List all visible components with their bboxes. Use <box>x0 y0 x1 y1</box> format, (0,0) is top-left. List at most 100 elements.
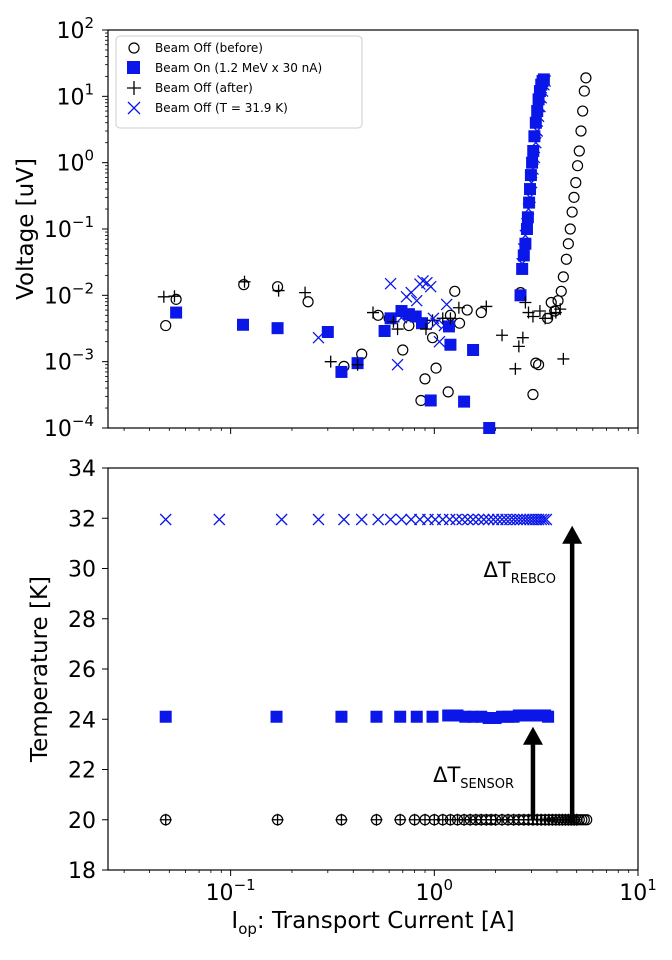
voltage-point-x <box>532 110 545 123</box>
voltage-point-circle-open <box>580 72 592 84</box>
legend-label: Beam On (1.2 MeV x 30 nA) <box>155 61 322 75</box>
temperature-point-x <box>337 513 350 526</box>
voltage-point-circle-open <box>449 285 461 297</box>
voltage-point-square-filled <box>321 326 334 339</box>
temperature-y-tick-label: 20 <box>68 809 96 834</box>
x-tick-label: 10−1 <box>206 876 256 906</box>
temperature-point-plus <box>335 813 348 826</box>
temperature-point-x <box>472 513 485 526</box>
voltage-point-square-filled <box>528 130 541 143</box>
voltage-point-plus <box>496 329 509 342</box>
voltage-y-axis-label: Voltage [uV] <box>13 158 39 300</box>
voltage-point-x <box>524 191 536 204</box>
voltage-point-circle-open <box>426 332 439 344</box>
legend-square-marker <box>127 61 140 74</box>
temperature-point-x <box>355 513 368 526</box>
temperature-point-plus <box>159 813 172 826</box>
temperature-y-tick-label: 18 <box>68 859 96 884</box>
voltage-point-square-filled <box>517 249 530 262</box>
voltage-point-plus <box>512 340 525 353</box>
x-tick-label: 100 <box>416 876 454 906</box>
temperature-point-x <box>372 513 385 526</box>
voltage-point-plus <box>519 296 532 309</box>
temperature-point-plus <box>271 813 284 826</box>
voltage-point-circle-open <box>475 306 487 319</box>
voltage-point-plus <box>452 301 465 314</box>
temperature-point-square-filled <box>394 710 407 723</box>
voltage-point-x <box>528 151 541 164</box>
temperature-point-x <box>487 513 500 526</box>
temperature-data-marks <box>159 513 593 826</box>
voltage-point-plus <box>516 331 529 344</box>
voltage-point-circle-open <box>555 285 567 297</box>
voltage-point-x <box>438 319 451 332</box>
legend-label: Beam Off (T = 31.9 K) <box>155 101 288 115</box>
voltage-point-circle-open <box>302 296 314 308</box>
delta-t-label: ΔTREBCO <box>484 558 556 587</box>
temperature-point-x <box>395 513 408 526</box>
temperature-point-x <box>312 513 325 526</box>
voltage-point-square-filled <box>170 306 183 319</box>
voltage-point-plus <box>509 362 522 375</box>
temperature-point-square-filled <box>159 710 172 723</box>
temperature-point-x <box>461 513 474 526</box>
voltage-point-square-filled <box>424 394 437 407</box>
voltage-point-square-filled <box>378 324 391 337</box>
temperature-point-x <box>521 513 533 526</box>
voltage-point-square-filled <box>516 262 529 275</box>
legend-box <box>115 35 363 129</box>
voltage-point-plus <box>367 306 379 319</box>
temperature-point-x <box>477 513 490 526</box>
voltage-point-circle-open <box>430 362 442 374</box>
voltage-point-circle-open <box>419 373 431 385</box>
temperature-point-x <box>384 513 397 526</box>
temperature-point-x <box>540 513 553 526</box>
legend: Beam Off (before) Beam On (1.2 MeV x 30 … <box>115 35 363 129</box>
voltage-y-tick-label: 100 <box>56 147 94 177</box>
voltage-point-square-filled <box>529 116 542 129</box>
temperature-point-x <box>517 513 530 526</box>
x-tick-label: 101 <box>619 876 657 906</box>
temperature-point-x <box>467 513 480 526</box>
voltage-point-circle-open <box>527 388 539 401</box>
voltage-point-plus <box>299 286 312 299</box>
voltage-point-plus <box>533 305 546 318</box>
voltage-point-square-filled <box>467 343 480 356</box>
delta-t-arrow-head <box>562 525 583 544</box>
voltage-point-circle-open <box>568 191 580 203</box>
voltage-y-tick-label: 10−4 <box>44 412 94 442</box>
voltage-point-circle-open <box>571 160 584 172</box>
voltage-point-plus <box>168 290 181 303</box>
voltage-point-circle-open <box>461 304 473 316</box>
temperature-annotations: ΔTREBCO ΔTSENSOR <box>433 525 583 820</box>
voltage-point-circle-open <box>562 238 574 250</box>
temperature-point-x <box>405 513 418 526</box>
temperature-y-tick-label: 26 <box>68 658 96 683</box>
voltage-point-x <box>312 331 325 344</box>
temperature-point-plus <box>394 813 407 826</box>
voltage-point-x <box>522 203 535 215</box>
temperature-point-x <box>537 513 550 526</box>
temperature-point-x <box>527 513 539 526</box>
temperature-panel: 18 20 22 24 26 28 30 32 34 10−1 100 101 ΔTREBCO ΔTSE… <box>27 457 657 938</box>
voltage-point-circle-open <box>442 386 454 398</box>
temperature-axis-ticks: 18 20 22 24 26 28 30 32 34 10−1 100 101 <box>68 457 657 906</box>
voltage-point-plus <box>238 275 251 288</box>
voltage-point-circle-open <box>160 319 172 332</box>
x-axis-label-rest: : Transport Current [A] <box>257 908 515 934</box>
temperature-point-x <box>535 513 548 526</box>
voltage-point-plus <box>391 323 404 336</box>
voltage-point-x <box>440 298 453 311</box>
legend-item-beam-off-after: Beam Off (after) <box>127 81 253 95</box>
voltage-point-circle-open <box>403 319 415 332</box>
voltage-point-plus <box>157 290 170 303</box>
voltage-point-circle-open <box>397 344 409 356</box>
legend-item-beam-off-before: Beam Off (before) <box>128 41 263 55</box>
voltage-point-circle-open <box>577 105 589 117</box>
temperature-y-tick-label: 32 <box>68 507 96 532</box>
voltage-point-circle-open <box>560 253 572 265</box>
voltage-point-square-filled <box>524 183 537 196</box>
voltage-point-circle-open <box>573 145 585 157</box>
temperature-y-tick-label: 34 <box>68 457 96 482</box>
